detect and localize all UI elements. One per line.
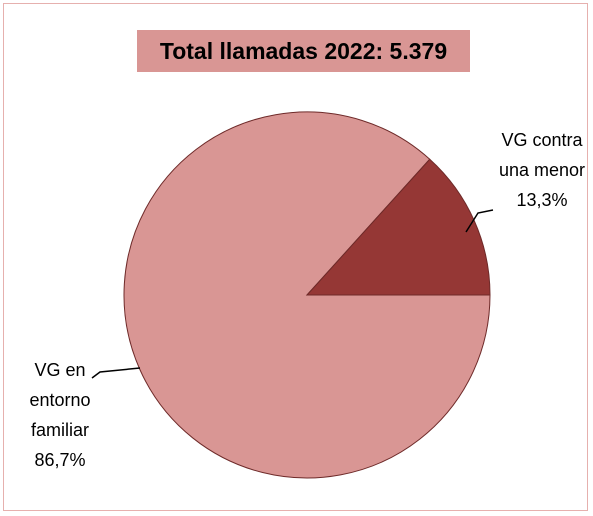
leader-line [465,209,494,233]
leader-line [91,367,141,379]
category-label: VG en entorno familiar [29,360,91,440]
slice-label: VG contra una menor 13,3% [489,125,593,215]
slice-label: VG en entorno familiar 86,7% [18,355,102,475]
value-label: 13,3% [516,190,568,210]
value-label: 86,7% [34,450,86,470]
chart-title: Total llamadas 2022: 5.379 [137,30,470,72]
chart-border [3,3,588,511]
pie-slice [123,111,491,479]
pie-slice [305,158,491,296]
category-label: VG contra una menor [498,130,586,180]
